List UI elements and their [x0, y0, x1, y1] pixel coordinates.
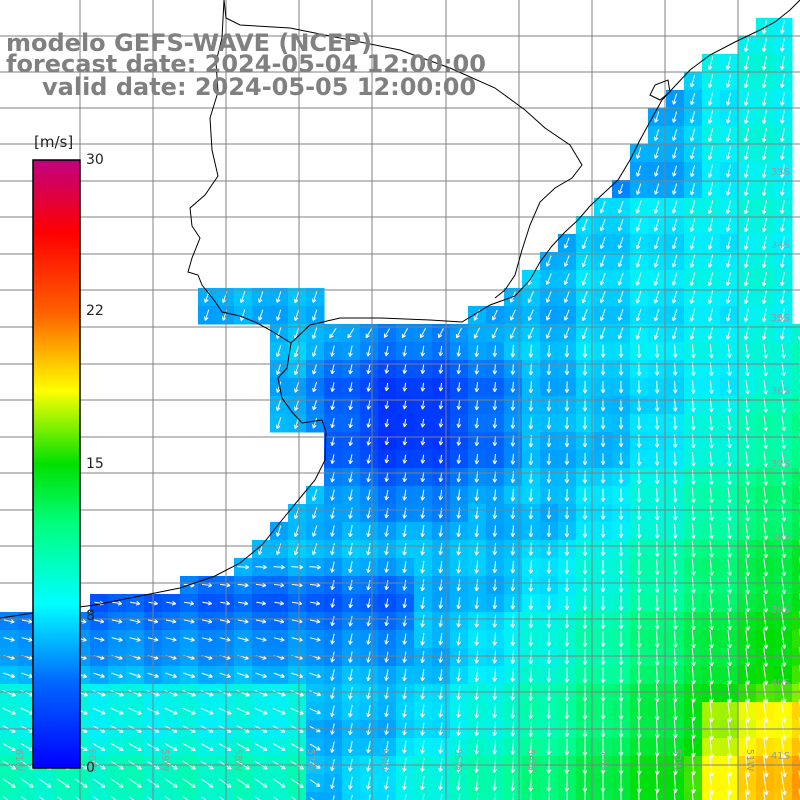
- lat-label: 35S: [771, 313, 790, 324]
- lat-labels: 33S 34S 35S 36S 37S 38S 39S 40S 41S: [771, 167, 790, 762]
- colorbar-tick-22: 22: [86, 303, 104, 319]
- colorbar: [32, 159, 81, 769]
- lat-label: 37S: [771, 459, 790, 470]
- lat-label: 38S: [771, 532, 790, 543]
- lon-label: 59W: [159, 749, 170, 772]
- lat-label: 39S: [771, 605, 790, 616]
- title-valid-date: valid date: 2024-05-05 12:00:00: [42, 73, 477, 101]
- lat-label: 41S: [771, 751, 790, 762]
- coastline: [0, 0, 800, 619]
- lon-label: 56W: [378, 749, 389, 772]
- colorbar-tick-15: 15: [86, 456, 104, 472]
- lon-label: 58W: [232, 749, 243, 772]
- lat-label: 34S: [771, 240, 790, 251]
- lon-label: 53W: [598, 749, 609, 772]
- colorbar-tick-8: 8: [86, 608, 95, 624]
- colorbar-unit: [m/s]: [34, 133, 74, 151]
- colorbar-tick-30: 30: [86, 152, 104, 168]
- lat-label: 33S: [771, 167, 790, 178]
- lon-label: 54W: [525, 749, 536, 772]
- colorbar-tick-0: 0: [86, 760, 95, 776]
- wind-speed-field: [0, 18, 800, 800]
- title-model: modelo GEFS-WAVE (NCEP): [6, 29, 372, 57]
- lat-label: 40S: [771, 678, 790, 689]
- lon-label: 51W: [744, 749, 755, 772]
- lat-label: 36S: [771, 386, 790, 397]
- lon-label: 57W: [305, 749, 316, 772]
- lon-labels: 61W 60W 59W 58W 57W 56W 55W 54W 53W 52W 51W: [13, 749, 755, 772]
- lon-label: 55W: [452, 749, 463, 772]
- lon-label: 52W: [671, 749, 682, 772]
- title-forecast-date: forecast date: 2024-05-04 12:00:00: [6, 50, 486, 78]
- wind-arrows: [2, 20, 800, 800]
- lon-label: 60W: [86, 749, 97, 772]
- lon-label: 61W: [13, 749, 24, 772]
